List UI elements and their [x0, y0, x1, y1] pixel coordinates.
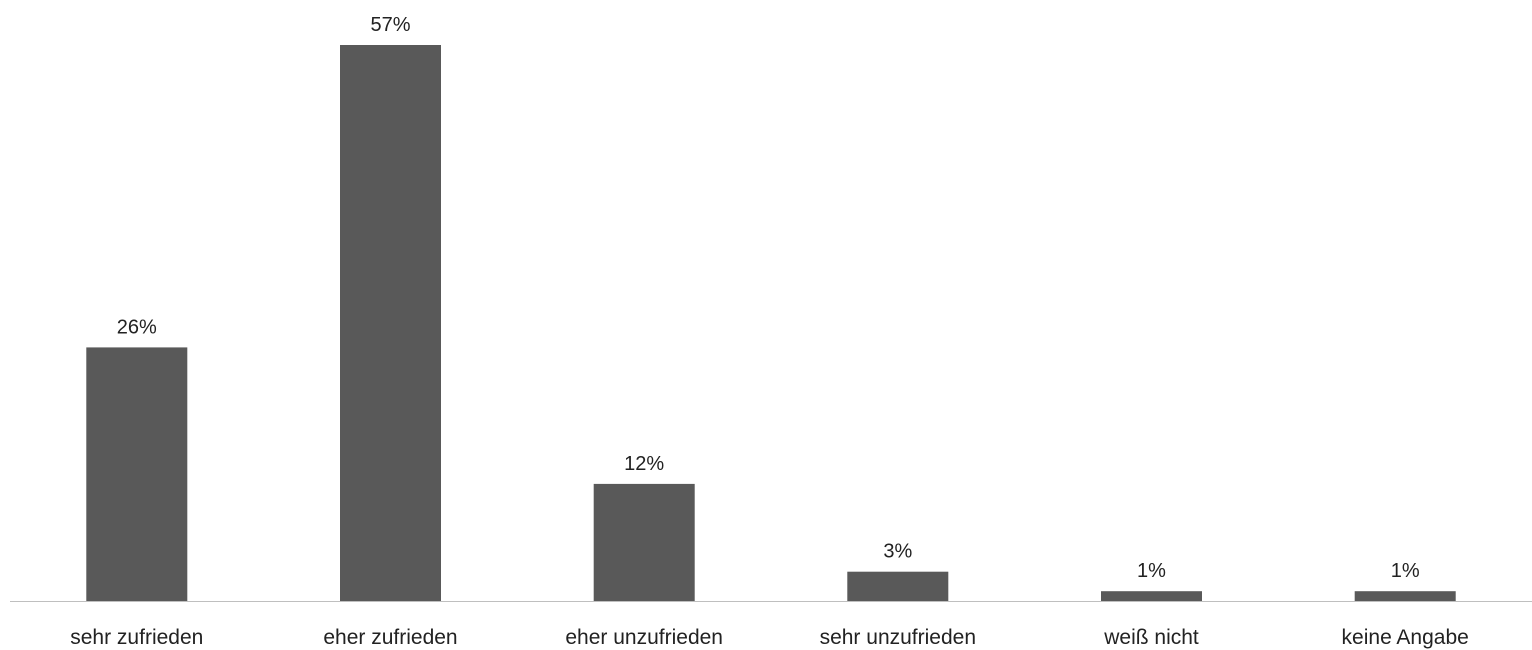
category-label-0: sehr zufrieden — [70, 626, 203, 649]
data-label-5: 1% — [1391, 560, 1420, 582]
bar-0 — [86, 347, 188, 601]
data-labels-layer: 26% 57% 12% 3% 1% 1% — [117, 14, 1420, 582]
category-label-5: keine Angabe — [1342, 626, 1469, 649]
data-label-3: 3% — [883, 541, 912, 563]
bar-2 — [593, 483, 695, 601]
data-label-0: 26% — [117, 316, 157, 338]
bar-4 — [1101, 591, 1202, 601]
bar-5 — [1354, 591, 1456, 601]
bar-3 — [847, 571, 949, 601]
bars-layer — [86, 45, 1456, 601]
category-label-4: weiß nicht — [1103, 626, 1199, 649]
data-label-4: 1% — [1137, 560, 1166, 582]
category-label-1: eher zufrieden — [323, 626, 457, 649]
data-label-1: 57% — [370, 14, 410, 36]
category-label-3: sehr unzufrieden — [820, 626, 976, 649]
category-labels-layer: sehr zufrieden eher zufrieden eher unzufri… — [70, 626, 1469, 649]
category-label-2: eher unzufrieden — [565, 626, 723, 649]
bar-1 — [340, 45, 441, 601]
data-label-2: 12% — [624, 453, 664, 475]
